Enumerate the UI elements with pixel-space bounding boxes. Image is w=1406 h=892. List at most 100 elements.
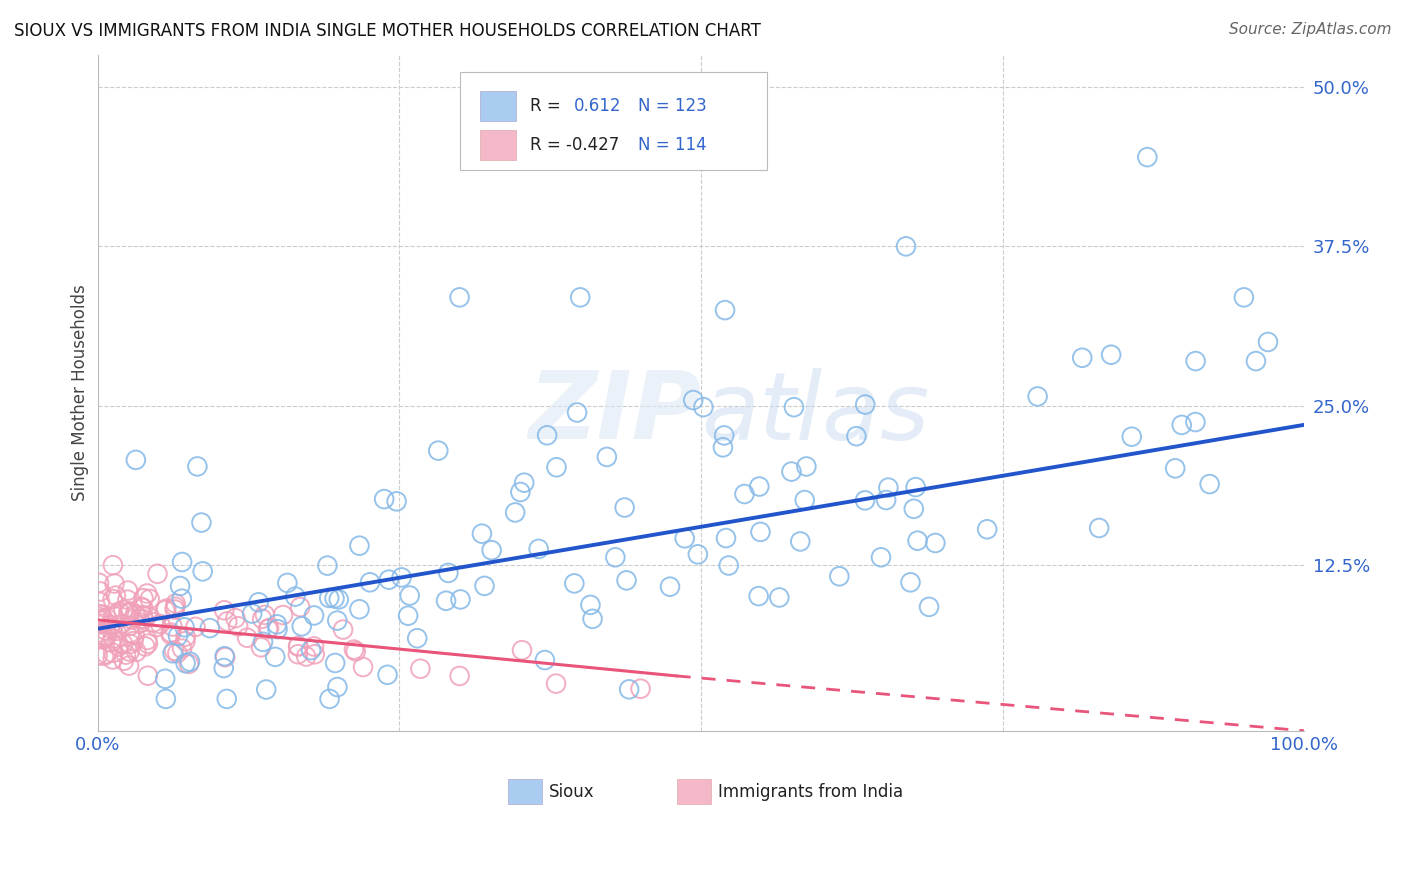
Point xyxy=(295,649,318,664)
Point xyxy=(120,625,142,640)
Point xyxy=(513,475,536,490)
Point xyxy=(546,460,568,475)
Text: R =: R = xyxy=(530,97,561,115)
Point xyxy=(118,644,141,658)
Text: R = -0.427: R = -0.427 xyxy=(530,136,619,154)
Bar xyxy=(676,779,710,805)
Bar xyxy=(479,130,516,161)
Point xyxy=(186,459,208,474)
Point xyxy=(870,550,893,565)
Point xyxy=(212,603,235,617)
Point xyxy=(125,453,148,467)
Point xyxy=(409,662,432,676)
Point xyxy=(474,579,496,593)
Point xyxy=(299,643,322,657)
Point xyxy=(153,672,176,686)
Point xyxy=(1184,354,1206,368)
Text: ZIP: ZIP xyxy=(529,368,700,459)
Point xyxy=(302,640,325,654)
Point xyxy=(748,479,770,493)
Point xyxy=(117,605,139,619)
Text: SIOUX VS IMMIGRANTS FROM INDIA SINGLE MOTHER HOUSEHOLDS CORRELATION CHART: SIOUX VS IMMIGRANTS FROM INDIA SINGLE MO… xyxy=(14,22,761,40)
Point xyxy=(149,616,172,631)
Point xyxy=(396,608,419,623)
Point xyxy=(1244,354,1267,368)
Point xyxy=(173,620,195,634)
Point xyxy=(613,500,636,515)
Point xyxy=(184,620,207,634)
Point xyxy=(377,668,399,682)
Point xyxy=(287,639,309,653)
Text: atlas: atlas xyxy=(700,368,929,458)
Point xyxy=(481,543,503,558)
Point xyxy=(318,692,340,706)
Point xyxy=(121,613,143,627)
Point xyxy=(768,591,790,605)
Point xyxy=(250,640,273,655)
Point xyxy=(659,580,682,594)
Point xyxy=(177,657,200,671)
Point xyxy=(918,599,941,614)
Point xyxy=(115,648,138,662)
Point xyxy=(352,660,374,674)
Point xyxy=(217,615,239,629)
Point xyxy=(134,640,156,654)
Point xyxy=(1257,334,1279,349)
Point xyxy=(449,669,471,683)
Point xyxy=(569,290,592,304)
Point xyxy=(103,576,125,591)
Point xyxy=(385,494,408,508)
Point xyxy=(90,625,112,640)
Point xyxy=(160,625,183,640)
Point xyxy=(162,646,184,660)
Point xyxy=(434,593,457,607)
Point xyxy=(302,608,325,623)
Point xyxy=(1071,351,1094,365)
Point xyxy=(167,629,190,643)
Point xyxy=(108,605,131,619)
Point xyxy=(153,603,176,617)
Point xyxy=(120,605,142,619)
Point xyxy=(288,600,311,615)
Point xyxy=(120,637,142,651)
Point xyxy=(780,465,803,479)
Text: Immigrants from India: Immigrants from India xyxy=(718,782,903,801)
Point xyxy=(111,617,134,632)
Point xyxy=(117,583,139,598)
Point xyxy=(112,603,135,617)
Point xyxy=(630,681,652,696)
Point xyxy=(450,592,472,607)
Point xyxy=(118,658,141,673)
Point xyxy=(253,607,276,622)
Point xyxy=(89,595,111,609)
Point xyxy=(159,627,181,641)
Point xyxy=(93,648,115,663)
Point xyxy=(714,303,737,318)
Point xyxy=(142,615,165,630)
Point xyxy=(101,652,124,666)
Point xyxy=(853,493,876,508)
Point xyxy=(291,619,314,633)
Point xyxy=(212,661,235,675)
Point xyxy=(250,612,273,626)
Point xyxy=(536,428,558,442)
Point xyxy=(1088,521,1111,535)
Point xyxy=(129,599,152,614)
Point xyxy=(101,558,124,573)
Point xyxy=(437,566,460,580)
Point xyxy=(112,637,135,651)
Point xyxy=(1136,150,1159,164)
Point xyxy=(240,607,263,621)
Point xyxy=(398,589,420,603)
Point xyxy=(165,599,187,614)
Point xyxy=(343,642,366,657)
Point xyxy=(103,608,125,623)
Point xyxy=(91,628,114,642)
Point xyxy=(894,239,917,253)
Point xyxy=(877,481,900,495)
Point xyxy=(326,680,349,694)
Point xyxy=(145,620,167,634)
Point xyxy=(112,654,135,668)
Point xyxy=(107,640,129,654)
Point xyxy=(976,522,998,536)
